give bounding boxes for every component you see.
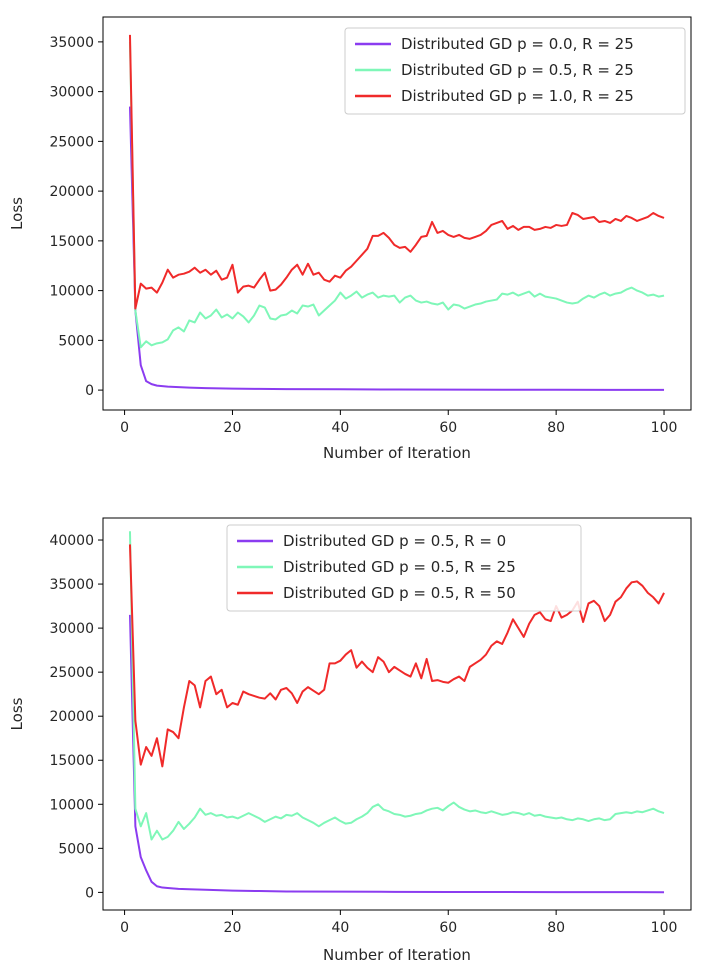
y-tick-label: 35000 — [49, 35, 94, 51]
x-tick-label: 20 — [224, 420, 242, 436]
y-tick-label: 30000 — [49, 85, 94, 101]
x-tick-label: 100 — [651, 420, 678, 436]
x-tick-label: 0 — [120, 420, 129, 436]
legend-entry: Distributed GD p = 0.5, R = 50 — [283, 584, 516, 602]
y-tick-label: 20000 — [49, 709, 94, 725]
series-line — [128, 41, 665, 349]
y-axis-label: Loss — [8, 197, 26, 230]
series-line — [128, 106, 665, 391]
legend-entry: Distributed GD p = 0.5, R = 25 — [401, 61, 634, 79]
x-tick-label: 80 — [547, 920, 565, 936]
x-tick-label: 40 — [331, 420, 349, 436]
y-tick-label: 20000 — [49, 184, 94, 200]
y-tick-label: 15000 — [49, 234, 94, 250]
y-tick-label: 40000 — [49, 533, 94, 549]
y-tick-label: 0 — [85, 885, 94, 901]
x-tick-label: 0 — [120, 920, 129, 936]
plot-frame — [102, 16, 692, 411]
y-tick-label: 15000 — [49, 753, 94, 769]
y-tick-label: 30000 — [49, 621, 94, 637]
chart-top: 0 20 40 60 80 100 0 5000 10000 15000 20000 25000 300… — [8, 16, 692, 462]
y-tick-label: 10000 — [49, 284, 94, 300]
series-line — [128, 531, 665, 841]
x-tick-label: 60 — [439, 420, 457, 436]
x-tick-label: 60 — [439, 920, 457, 936]
x-axis-label: Number of Iteration — [323, 946, 471, 964]
series-line — [128, 34, 665, 310]
y-axis-label: Loss — [8, 697, 26, 730]
x-tick-label: 100 — [651, 920, 678, 936]
y-tick-label: 25000 — [49, 665, 94, 681]
y-tick-label: 5000 — [58, 841, 94, 857]
legend-entry: Distributed GD p = 0.0, R = 25 — [401, 35, 634, 53]
x-tick-label: 20 — [224, 920, 242, 936]
series-line — [128, 614, 665, 894]
legend-box — [226, 524, 582, 612]
y-tick-label: 25000 — [49, 134, 94, 150]
legend-entry: Distributed GD p = 0.5, R = 0 — [283, 532, 506, 550]
y-tick-label: 10000 — [49, 797, 94, 813]
legend-entry: Distributed GD p = 0.5, R = 25 — [283, 558, 516, 576]
y-tick-label: 0 — [85, 383, 94, 399]
legend-box — [344, 27, 686, 115]
plot-frame — [102, 517, 692, 911]
x-tick-label: 80 — [547, 420, 565, 436]
chart-bottom: 0 20 40 60 80 100 0 5000 10000 15000 20000 25000 300… — [8, 517, 692, 964]
y-tick-label: 35000 — [49, 577, 94, 593]
legend-entry: Distributed GD p = 1.0, R = 25 — [401, 87, 634, 105]
x-tick-label: 40 — [331, 920, 349, 936]
x-axis-label: Number of Iteration — [323, 444, 471, 462]
y-tick-label: 5000 — [58, 333, 94, 349]
